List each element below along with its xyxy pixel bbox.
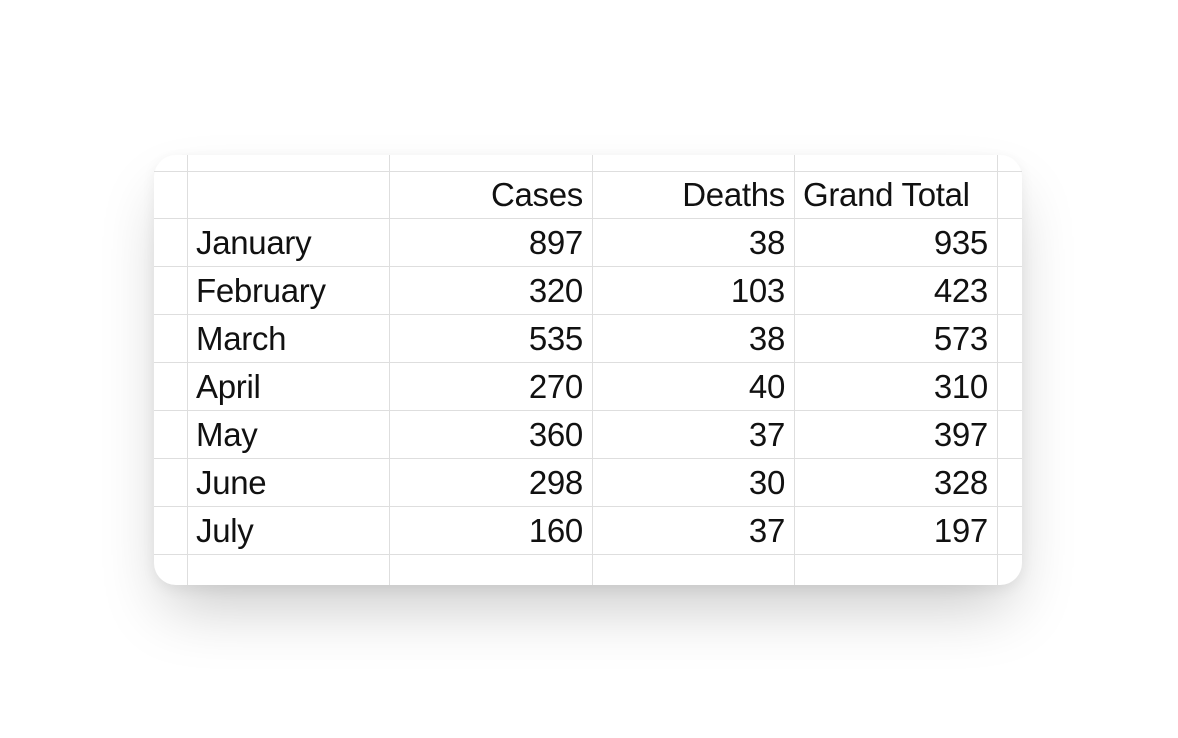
cell-grand-total[interactable]: 397 [795,411,998,459]
empty-cell [188,555,390,585]
cell-deaths[interactable]: 30 [593,459,795,507]
empty-cell [593,555,795,585]
cell-grand-total[interactable]: 310 [795,363,998,411]
cell-grand-total[interactable]: 935 [795,219,998,267]
column-header-grand-total[interactable]: Grand Total [795,172,998,219]
cell-grand-total[interactable]: 197 [795,507,998,555]
gutter-cell [998,155,1022,172]
cell-deaths[interactable]: 37 [593,411,795,459]
column-header-deaths[interactable]: Deaths [593,172,795,219]
gutter-cell [998,315,1022,363]
cell-month[interactable]: March [188,315,390,363]
cell-cases[interactable]: 535 [390,315,593,363]
gutter-cell [154,411,188,459]
cell-cases[interactable]: 298 [390,459,593,507]
gutter-cell [154,219,188,267]
gutter-cell [154,459,188,507]
cell-grand-total[interactable]: 573 [795,315,998,363]
gutter-cell [998,507,1022,555]
cell-cases[interactable]: 160 [390,507,593,555]
cell-deaths[interactable]: 37 [593,507,795,555]
empty-cell [188,155,390,172]
cell-cases[interactable]: 320 [390,267,593,315]
cell-month[interactable]: July [188,507,390,555]
gutter-cell [154,507,188,555]
empty-cell [390,555,593,585]
cell-grand-total[interactable]: 423 [795,267,998,315]
cell-cases[interactable]: 360 [390,411,593,459]
gutter-cell [998,219,1022,267]
gutter-cell [998,459,1022,507]
cell-deaths[interactable]: 38 [593,315,795,363]
cell-deaths[interactable]: 103 [593,267,795,315]
cell-month[interactable]: April [188,363,390,411]
cell-deaths[interactable]: 40 [593,363,795,411]
cell-month[interactable]: May [188,411,390,459]
gutter-cell [154,267,188,315]
cell-month[interactable]: February [188,267,390,315]
empty-cell [390,155,593,172]
gutter-cell [998,411,1022,459]
spreadsheet-card [154,155,1022,585]
cell-grand-total[interactable]: 328 [795,459,998,507]
spreadsheet-grid: Cases Deaths Grand Total January 897 38 … [154,155,1022,585]
gutter-cell [154,363,188,411]
column-header-cases[interactable]: Cases [390,172,593,219]
cell-month[interactable]: January [188,219,390,267]
cell-deaths[interactable]: 38 [593,219,795,267]
cell-month[interactable]: June [188,459,390,507]
gutter-cell [154,555,188,585]
gutter-cell [998,172,1022,219]
gutter-cell [998,363,1022,411]
empty-cell [593,155,795,172]
column-header-month[interactable] [188,172,390,219]
cell-cases[interactable]: 270 [390,363,593,411]
cell-cases[interactable]: 897 [390,219,593,267]
gutter-cell [154,155,188,172]
empty-cell [795,555,998,585]
gutter-cell [998,555,1022,585]
gutter-cell [154,315,188,363]
gutter-cell [154,172,188,219]
empty-cell [795,155,998,172]
gutter-cell [998,267,1022,315]
